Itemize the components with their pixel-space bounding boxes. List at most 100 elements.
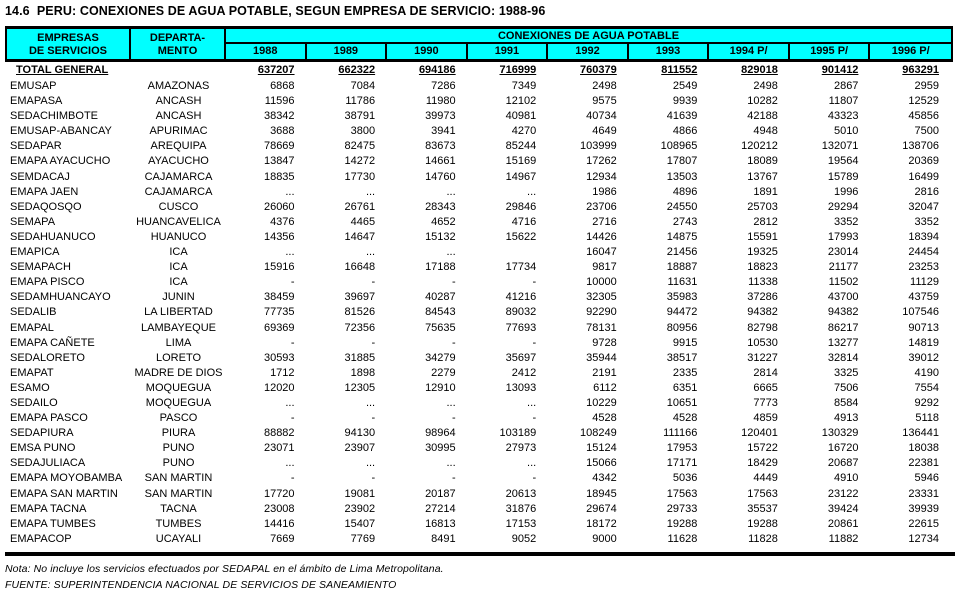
value-cell-1991: 20613	[505, 487, 537, 500]
value-cell-1995: 4913	[833, 412, 859, 425]
departamento-cell: PASCO	[159, 412, 198, 425]
departamento-cell: MADRE DE DIOS	[134, 366, 223, 379]
value-cell-1988: -	[290, 472, 295, 485]
year-header-1992: 1992	[548, 44, 629, 59]
value-cell-1990: 7286	[431, 80, 456, 92]
value-cell-1995: 17993	[827, 230, 859, 243]
value-cell-1994: 25703	[747, 200, 778, 213]
value-cell-1994: 6665	[753, 381, 778, 394]
year-header-1994-P: 1994 P/	[709, 44, 790, 59]
table-row: SEDACHIMBOTE ANCASH 38342 38791 39973 40981 40…	[7, 109, 951, 124]
value-cell-1989: 7084	[350, 80, 376, 92]
value-cell-1992: 103999	[580, 140, 617, 153]
col-header-conexiones: CONEXIONES DE AGUA POTABLE	[226, 29, 951, 44]
value-cell-1993: 11628	[667, 532, 698, 545]
value-cell-1990: ...	[446, 185, 456, 198]
value-cell-1988: 6868	[270, 80, 295, 92]
value-cell-1992: 4649	[592, 125, 617, 138]
value-cell-1994: 18823	[747, 261, 778, 274]
value-cell-1993: 41639	[666, 110, 698, 123]
value-cell-1991: 4716	[511, 215, 537, 228]
value-cell-1991: 15622	[505, 230, 537, 243]
value-cell-1991	[468, 245, 549, 260]
value-cell-1990: 98964	[425, 427, 456, 440]
value-cell-1994: 120401	[741, 427, 778, 440]
departamento-cell: AYACUCHO	[148, 155, 209, 168]
value-cell-1991: 9052	[511, 532, 537, 545]
value-cell-1995: 20861	[827, 517, 859, 530]
value-cell-1988: -	[290, 412, 295, 425]
value-cell-1988: ...	[285, 457, 295, 470]
value-cell-1996: 7554	[914, 381, 939, 394]
departamento-cell: HUANCAVELICA	[136, 215, 221, 228]
value-cell-1991: 2412	[511, 366, 537, 379]
value-cell-1991: 12102	[505, 95, 537, 108]
value-cell-1993: 35983	[666, 291, 698, 304]
table-row: EMAPASA ANCASH 11596 11786 11980 12102 9575 993…	[7, 94, 951, 109]
value-cell-1995: 132071	[821, 140, 859, 153]
value-cell-1990: 17188	[425, 261, 456, 274]
value-cell-1988: -	[290, 336, 295, 349]
departamento-cell: MOQUEGUA	[145, 396, 212, 409]
value-cell-1989: 17730	[344, 170, 376, 183]
value-cell-1992: 18172	[586, 517, 617, 530]
table-row: EMAPA SAN MARTIN SAN MARTIN 17720 19081 2018…	[7, 487, 951, 502]
table-row: SEDAPIURA PIURA 88882 94130 98964 103189 10824…	[7, 426, 951, 441]
value-cell-1991: 14967	[505, 170, 537, 183]
value-cell-1988: 77735	[263, 306, 295, 319]
years-header-group: CONEXIONES DE AGUA POTABLE 1988 1989 1990 1…	[226, 29, 951, 59]
value-cell-1992: 23706	[586, 200, 617, 213]
value-cell-1995: 23014	[827, 246, 859, 259]
value-cell-1989: 19081	[344, 487, 376, 500]
value-cell-1993: 9939	[672, 95, 698, 108]
value-cell-1988: ...	[285, 246, 295, 259]
value-cell-1989: 82475	[344, 140, 376, 153]
value-cell-1990: 40287	[425, 291, 456, 304]
empresa-cell: EMAPA CAÑETE	[10, 336, 95, 349]
departamento-cell: AREQUIPA	[150, 140, 207, 153]
value-cell-1995: 19564	[827, 155, 859, 168]
table-row: EMUSAP-ABANCAY APURIMAC 3688 3800 3941 4270 46…	[7, 124, 951, 139]
table-row: EMAPA JAEN CAJAMARCA............ 1986 4896 1…	[7, 185, 951, 200]
value-cell-1990: 2279	[431, 366, 456, 379]
value-cell-1996: 90713	[908, 321, 939, 334]
value-cell-1988: 637207	[257, 64, 295, 76]
departamento-cell: SAN MARTIN	[144, 487, 213, 500]
value-cell-1992: 15066	[586, 457, 617, 470]
value-cell-1988: 4376	[270, 215, 295, 228]
value-cell-1988: ...	[285, 396, 295, 409]
value-cell-1996: 32047	[908, 200, 939, 213]
table-row: SEDAMHUANCAYO JUNIN 38459 39697 40287 41216 32…	[7, 290, 951, 305]
value-cell-1996: 43759	[908, 291, 939, 304]
empresa-cell: EMAPA MOYOBAMBA	[10, 472, 123, 485]
value-cell-1992: 2191	[592, 366, 617, 379]
year-header-1990: 1990	[387, 44, 468, 59]
value-cell-1991: 17734	[505, 261, 537, 274]
value-cell-1989: -	[371, 276, 376, 289]
col-header-departamento-line1: DEPARTA-	[149, 32, 206, 44]
value-cell-1990: 28343	[425, 200, 456, 213]
value-cell-1994: 829018	[741, 64, 778, 76]
value-cell-1988: 13847	[263, 155, 295, 168]
value-cell-1996: 2816	[914, 185, 939, 198]
year-header-1988: 1988	[226, 44, 307, 59]
empresa-cell: EMAPA PASCO	[10, 412, 88, 425]
value-cell-1996: 11129	[910, 276, 939, 289]
value-cell-1988: 23008	[263, 502, 295, 515]
value-cell-1995: 43700	[827, 291, 859, 304]
table-row: SEDAJULIACA PUNO............ 15066 17171 184…	[7, 456, 951, 471]
departamento-cell: AMAZONAS	[147, 80, 210, 92]
value-cell-1996: 3352	[914, 215, 939, 228]
value-cell-1988: 38342	[263, 110, 295, 123]
value-cell-1989: ...	[365, 457, 376, 470]
value-cell-1988: 15916	[263, 261, 295, 274]
value-cell-1992: 760379	[580, 64, 617, 76]
value-cell-1989: 1898	[350, 366, 376, 379]
value-cell-1991: 85244	[505, 140, 537, 153]
value-cell-1988: 26060	[263, 200, 295, 213]
value-cell-1994: 10282	[747, 95, 778, 108]
value-cell-1990: 15132	[425, 230, 456, 243]
table-row: SEDAPAR AREQUIPA 78669 82475 83673 85244 10399…	[7, 139, 951, 154]
value-cell-1991: 77693	[505, 321, 537, 334]
value-cell-1993: 17171	[666, 457, 698, 470]
